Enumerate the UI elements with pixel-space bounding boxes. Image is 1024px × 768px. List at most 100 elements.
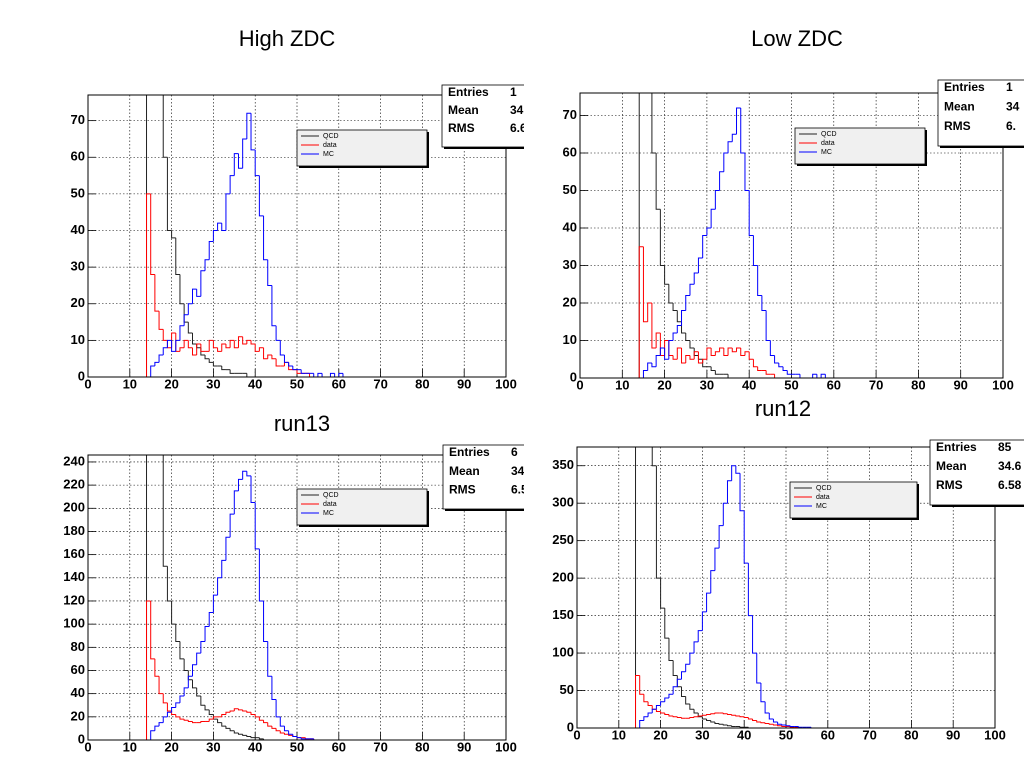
histogram-bin (681, 310, 686, 326)
histogram-bin (648, 428, 652, 443)
histogram-bin (150, 730, 155, 740)
histogram-bin (242, 470, 247, 480)
y-tick-label: 50 (563, 182, 577, 197)
legend (794, 127, 926, 165)
histogram-bin (196, 343, 201, 356)
histogram-bin (778, 363, 784, 368)
histogram-bin (217, 719, 222, 724)
x-tick-label: 40 (742, 377, 756, 392)
histogram-bin (756, 653, 761, 684)
histogram-bin (187, 322, 193, 334)
histogram-bin (179, 274, 185, 305)
stats-label: RMS (944, 119, 971, 133)
histogram-bin (664, 265, 669, 285)
y-tick-label: 180 (63, 523, 85, 538)
histogram-bin (250, 113, 256, 151)
histogram-bin (693, 272, 699, 285)
histogram-bin (233, 340, 239, 349)
x-tick-label: 60 (827, 377, 841, 392)
histogram-bin (208, 358, 214, 363)
histogram-bin (731, 465, 736, 481)
chart-title: run12 (755, 396, 811, 421)
legend (296, 129, 428, 167)
histogram-bin (799, 374, 805, 378)
histogram-bin (727, 347, 733, 356)
y-tick-label: 200 (63, 500, 85, 515)
legend (296, 488, 428, 526)
histogram-bin (221, 343, 226, 352)
histogram-bin (204, 705, 210, 711)
histogram-bin (233, 153, 239, 176)
y-tick-label: 150 (552, 607, 574, 622)
y-tick-label: 30 (71, 259, 85, 274)
y-tick-label: 0 (567, 719, 574, 734)
y-tick-label: 240 (63, 453, 85, 468)
histogram-bin (192, 679, 197, 689)
y-tick-label: 350 (552, 457, 574, 472)
histogram-bin (229, 728, 235, 732)
histogram-bin (200, 720, 206, 723)
histogram-bin (275, 358, 281, 367)
x-tick-label: 100 (495, 376, 517, 391)
histogram-bin (739, 473, 745, 512)
histogram-bin (263, 347, 268, 360)
x-tick-label: 20 (164, 739, 178, 754)
histogram-bin (706, 347, 712, 360)
x-tick-label: 90 (457, 739, 471, 754)
histogram-bin (162, 329, 168, 341)
histogram-bin (689, 340, 695, 349)
y-tick-label: 60 (563, 144, 577, 159)
histogram-bin (233, 730, 239, 734)
histogram-bin (150, 365, 155, 377)
histogram-bin (764, 701, 770, 714)
histogram-bin (175, 237, 180, 275)
histogram-bin (246, 471, 252, 477)
histogram-bin (635, 447, 637, 728)
histogram-bin (271, 676, 277, 700)
histogram-bin (237, 153, 243, 169)
histogram-bin (689, 717, 695, 719)
histogram-bin (146, 193, 151, 377)
stats-box (937, 79, 1024, 147)
y-tick-label: 200 (552, 570, 574, 585)
histogram-bin (659, 347, 665, 356)
histogram-bin (752, 719, 757, 722)
histogram-bin (748, 190, 754, 236)
histogram-bin (187, 675, 193, 688)
x-tick-label: 50 (290, 376, 304, 391)
histogram-bin (254, 344, 260, 352)
legend-label: MC (323, 510, 334, 517)
histogram-bin (275, 728, 281, 732)
histogram-bin (638, 246, 644, 378)
histogram-bin (689, 283, 695, 296)
legend-label: MC (816, 503, 827, 510)
histogram-bin (651, 363, 657, 368)
histogram-bin (192, 288, 197, 304)
x-tick-label: 40 (248, 376, 262, 391)
histogram-bin (798, 726, 803, 728)
histogram-bin (726, 713, 732, 716)
histogram-bin (183, 687, 189, 696)
histogram-bin (187, 340, 193, 349)
histogram-bin (321, 373, 327, 377)
histogram-bin (263, 215, 268, 261)
histogram-bin (208, 240, 214, 260)
histogram-bin (159, 416, 163, 451)
histogram-bin (246, 339, 252, 345)
x-tick-label: 40 (248, 739, 262, 754)
histogram-bin (258, 548, 264, 602)
histogram-bin (171, 600, 176, 625)
histogram-bin (246, 735, 252, 738)
histogram-bin (743, 716, 749, 719)
histogram-bin (342, 373, 348, 377)
histogram-bin (706, 227, 712, 236)
histogram-bin (237, 708, 243, 711)
legend-label: data (821, 140, 835, 147)
histogram-bin (225, 726, 231, 729)
histogram-bin (736, 347, 741, 352)
histogram-bin (279, 716, 285, 727)
histogram-bin (292, 734, 297, 738)
histogram-bin (246, 373, 252, 377)
x-tick-label: 10 (123, 376, 137, 391)
x-tick-label: 70 (869, 377, 883, 392)
